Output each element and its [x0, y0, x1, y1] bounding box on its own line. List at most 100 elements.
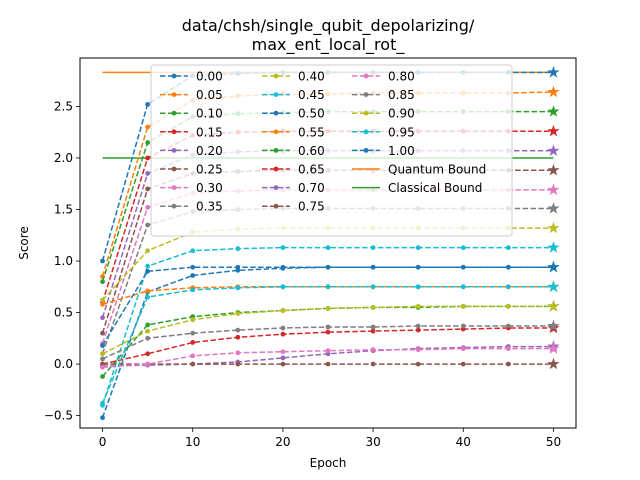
y-tick-label-6: 2.5 [54, 99, 73, 113]
legend-label-1.00: 1.00 [388, 144, 415, 158]
legend-label-0.00: 0.00 [196, 70, 223, 84]
series-end-star-0.80 [547, 342, 560, 354]
legend-entry-0.70: 0.70 [262, 181, 325, 195]
series-point-0.85-1 [145, 335, 151, 341]
legend-marker-0.75 [273, 203, 279, 209]
series-point-0.90-4 [280, 308, 286, 313]
legend-entry-0.60: 0.60 [262, 144, 325, 158]
legend-entry-0.90: 0.90 [352, 107, 415, 121]
legend-marker-0.90 [363, 110, 369, 116]
series-point-1.00-3 [235, 264, 241, 270]
series-point-0.25-1 [145, 186, 151, 192]
series-point-0.75-6 [370, 361, 376, 367]
series-end-star-0.35 [547, 202, 560, 214]
series-point-0.55-0 [100, 301, 105, 307]
series-point-1.00-9 [505, 264, 511, 270]
series-point-1.00-2 [190, 264, 196, 270]
series-point-0.95-1 [145, 294, 151, 300]
legend-label-0.80: 0.80 [388, 70, 415, 84]
series-point-1.00-7 [415, 264, 421, 270]
series-point-0.90-0 [100, 351, 105, 357]
y-tick-label-0: −0.5 [44, 409, 73, 423]
x-tick-label-2: 20 [275, 435, 290, 449]
series-1.00 [100, 260, 560, 348]
legend-entry-0.15: 0.15 [160, 125, 223, 139]
series-point-1.00-1 [145, 268, 151, 274]
series-point-0.80-1 [145, 361, 151, 367]
series-point-0.85-7 [415, 323, 421, 329]
series-point-0.95-9 [505, 284, 511, 290]
series-point-0.95-3 [235, 285, 241, 291]
legend-marker-0.80 [363, 73, 369, 79]
legend-marker-0.15 [171, 129, 177, 135]
series-end-star-0.85 [547, 319, 560, 332]
legend-label-0.15: 0.15 [196, 125, 223, 139]
series-point-0.65-5 [325, 329, 331, 335]
series-end-star-0.45 [547, 241, 560, 253]
series-point-0.95-2 [190, 287, 196, 293]
legend-label-0.60: 0.60 [298, 144, 325, 158]
legend-label-Quantum Bound: Quantum Bound [388, 163, 486, 177]
legend-entry-0.05: 0.05 [160, 88, 223, 102]
series-point-0.90-2 [190, 317, 196, 323]
series-point-0.65-2 [190, 340, 196, 345]
legend-label-Classical Bound: Classical Bound [388, 181, 482, 195]
legend-marker-0.40 [273, 73, 279, 79]
series-point-0.75-2 [190, 361, 196, 367]
legend-marker-0.45 [273, 92, 279, 97]
series-point-0.80-3 [235, 350, 241, 356]
series-point-0.95-6 [370, 284, 376, 290]
legend-label-0.55: 0.55 [298, 125, 325, 139]
series-point-0.45-6 [370, 245, 376, 251]
series-end-star-0.00 [547, 65, 560, 78]
legend-marker-0.00 [171, 73, 177, 79]
legend-marker-0.10 [171, 110, 177, 116]
series-point-0.60-1 [145, 322, 151, 328]
series-point-0.35-1 [145, 222, 151, 228]
series-point-0.80-0 [100, 364, 105, 370]
series-end-star-1.00 [547, 260, 560, 273]
legend-marker-0.55 [273, 129, 279, 135]
series-point-0.65-4 [280, 331, 286, 337]
series-point-0.30-1 [145, 205, 151, 210]
x-tick-label-4: 40 [456, 435, 471, 449]
series-point-0.85-5 [325, 324, 331, 330]
legend-marker-1.00 [363, 148, 369, 153]
series-end-star-0.25 [547, 163, 560, 176]
series-point-0.10-0 [100, 279, 105, 285]
legend-label-0.45: 0.45 [298, 88, 325, 102]
series-point-0.50-0 [100, 415, 105, 421]
series-point-0.80-8 [460, 346, 466, 352]
series-point-0.80-4 [280, 349, 286, 355]
legend-label-0.30: 0.30 [196, 181, 223, 195]
series-end-star-0.10 [547, 105, 560, 117]
legend-label-0.20: 0.20 [196, 144, 223, 158]
series-point-0.75-7 [415, 361, 421, 367]
series-point-0.85-6 [370, 324, 376, 330]
series-point-0.45-7 [415, 245, 421, 251]
series-point-0.60-0 [100, 374, 105, 379]
series-point-0.95-7 [415, 284, 421, 290]
series-point-0.75-5 [325, 361, 331, 367]
series-point-0.00-1 [145, 101, 151, 107]
y-tick-label-3: 1.0 [54, 254, 73, 268]
legend-label-0.25: 0.25 [196, 163, 223, 177]
legend-entry-0.80: 0.80 [352, 70, 415, 84]
legend-entry-0.65: 0.65 [262, 163, 325, 177]
series-point-0.70-4 [280, 355, 286, 361]
series-point-0.50-2 [190, 273, 196, 278]
y-tick-label-2: 0.5 [54, 306, 73, 320]
series-point-0.45-9 [505, 245, 511, 251]
legend-marker-0.25 [171, 166, 177, 172]
series-point-0.45-8 [460, 245, 466, 251]
series-point-0.00-0 [100, 258, 105, 264]
x-tick-label-1: 10 [185, 435, 200, 449]
legend-marker-0.30 [171, 185, 177, 191]
series-point-0.85-9 [505, 323, 511, 329]
y-tick-label-1: 0.0 [54, 357, 73, 371]
legend-entry-0.00: 0.00 [160, 70, 223, 84]
series-point-0.25-0 [100, 330, 105, 336]
series-point-0.45-1 [145, 263, 151, 269]
series-point-1.00-5 [325, 264, 331, 270]
series-point-0.85-4 [280, 325, 286, 331]
